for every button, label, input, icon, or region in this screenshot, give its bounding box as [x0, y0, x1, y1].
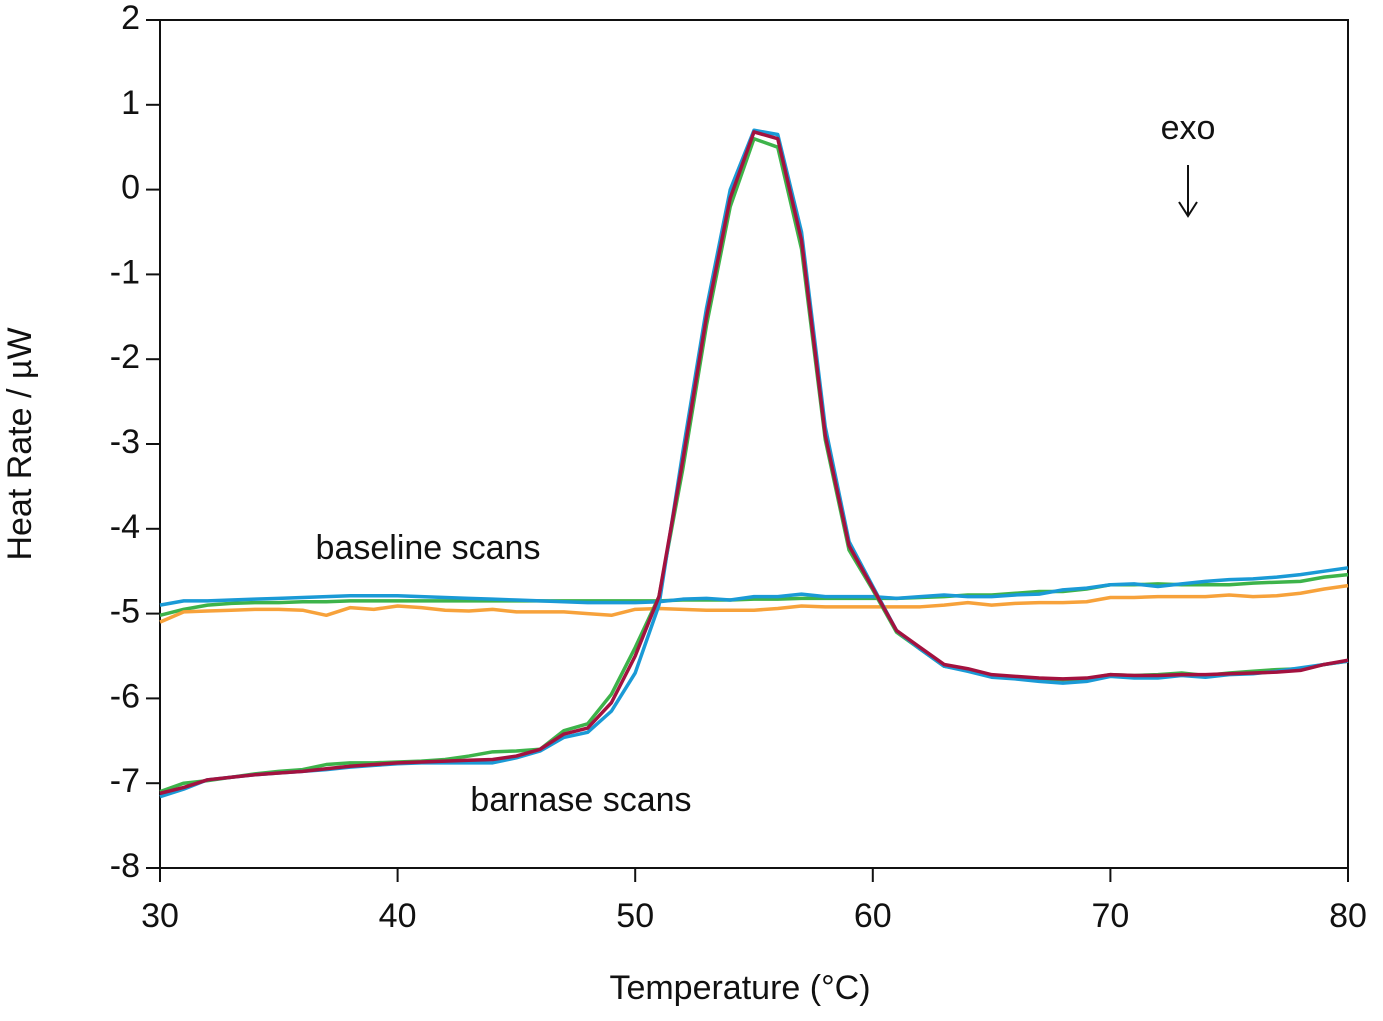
x-axis-label: Temperature (°C) [609, 969, 870, 1007]
y-tick-label: -5 [110, 593, 140, 631]
data-line [159, 128, 1349, 799]
data-line [159, 583, 1349, 624]
x-tick-label: 40 [379, 897, 417, 935]
y-tick-label: 1 [121, 84, 140, 122]
y-tick-label: -3 [110, 423, 140, 461]
y-tick-label: -2 [110, 338, 140, 376]
x-tick-label: 30 [141, 897, 179, 935]
x-tick-label: 80 [1329, 897, 1367, 935]
data-line [159, 136, 1349, 794]
y-tick-label: -1 [110, 253, 140, 291]
x-tick-label: 70 [1091, 897, 1129, 935]
annotation: exo [1161, 109, 1216, 147]
annotation: barnase scans [470, 781, 691, 819]
plot-frame [159, 19, 1349, 869]
annotation: baseline scans [316, 529, 541, 567]
exo-arrow [1178, 165, 1198, 218]
y-tick-label: -7 [110, 762, 140, 800]
data-line [159, 566, 1349, 607]
y-tick-label: -8 [110, 847, 140, 885]
y-axis-label: Heat Rate / µW [1, 327, 39, 560]
y-tick-label: -6 [110, 677, 140, 715]
y-tick-label: 2 [121, 0, 140, 37]
x-tick-label: 50 [616, 897, 654, 935]
data-line [159, 130, 1349, 796]
y-tick-label: 0 [121, 169, 140, 207]
y-tick-label: -4 [110, 508, 140, 546]
x-tick-label: 60 [854, 897, 892, 935]
